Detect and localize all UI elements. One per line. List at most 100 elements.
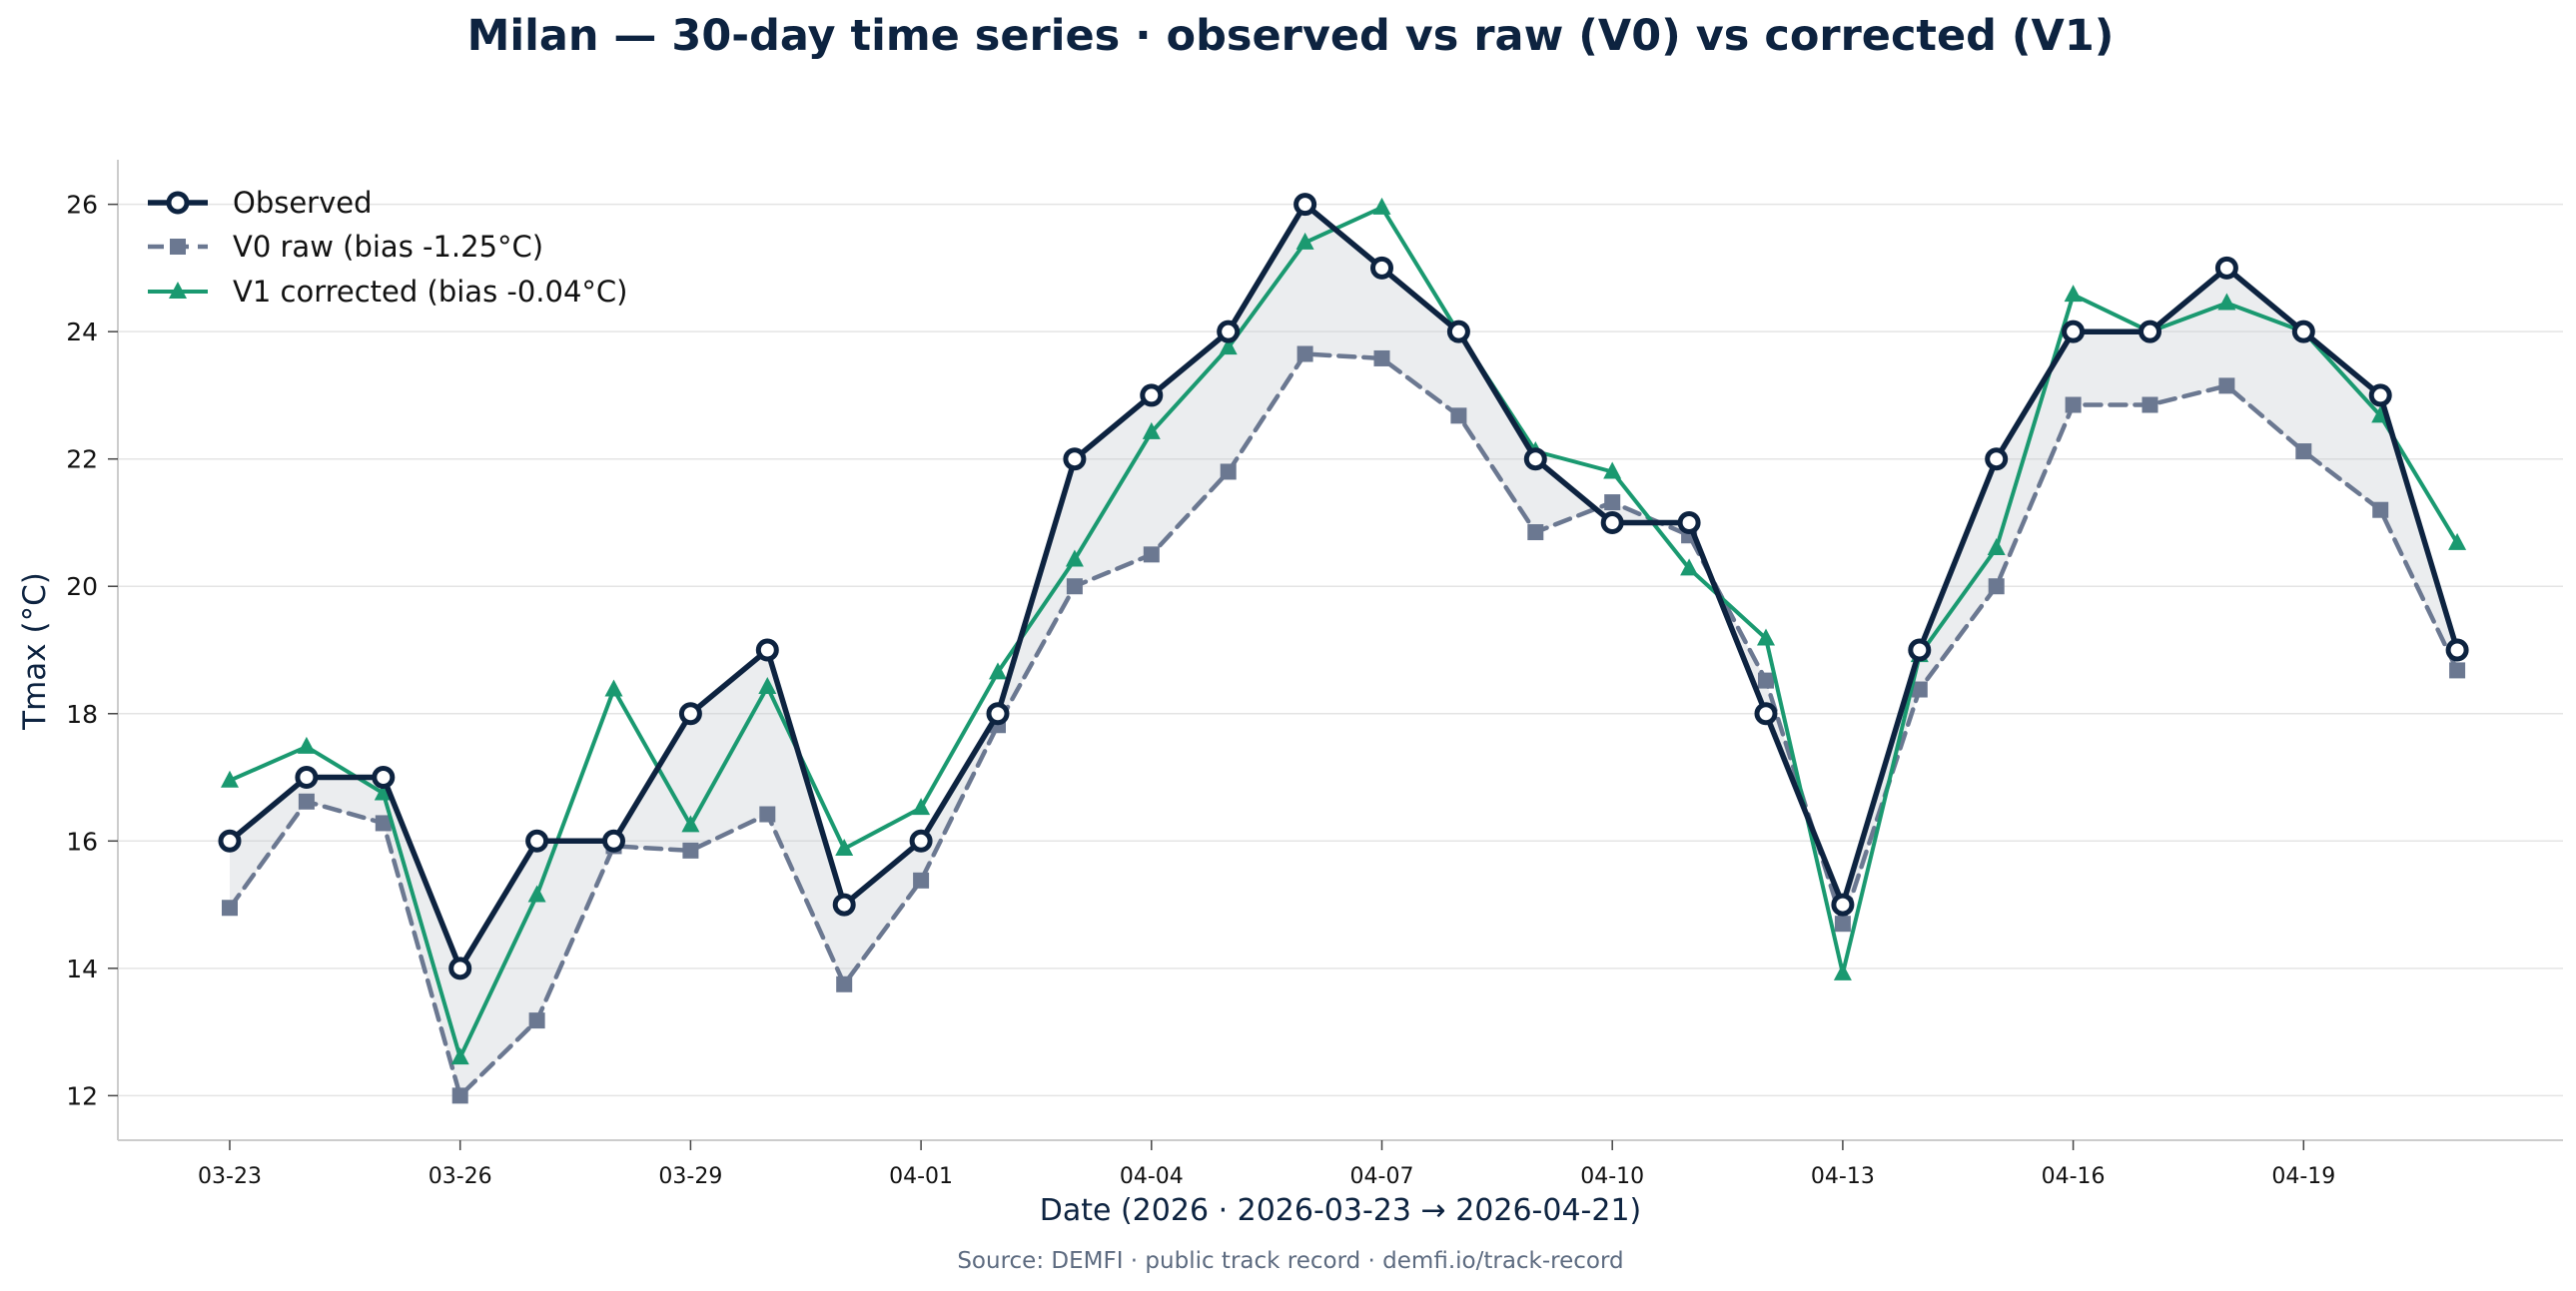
observed-point [2214,256,2238,280]
observed-point [2062,320,2086,343]
observed-point [448,957,472,980]
legend-swatch-marker [169,282,187,299]
y-tick-label: 12 [66,1081,98,1110]
x-tick-label: 04-13 [1811,1164,1875,1189]
observed-line [227,201,2460,971]
x-tick-label: 04-16 [2042,1164,2106,1189]
x-tick-label: 04-04 [1120,1164,1184,1189]
y-tick-label: 16 [66,827,98,856]
v0-raw-point [1143,546,1160,563]
v0-raw-point [375,815,392,832]
v1-corrected-point [1142,421,1161,439]
legend-item: V1 corrected (bias -0.04°C) [148,275,628,309]
legend: Observed V0 raw (bias -1.25°C) V1 correcte… [148,186,628,309]
v1-corrected-point [1219,337,1238,355]
x-tick-label: 04-19 [2271,1164,2335,1189]
observed-point [1370,256,1393,280]
observed-point [1754,702,1778,726]
v0-raw-point [1527,524,1544,541]
v0-raw-point [451,1087,468,1104]
v0-raw-point [913,872,930,889]
observed-point [295,766,319,790]
difference-band [230,204,2458,1096]
y-tick-label: 18 [66,700,98,729]
y-tick-label: 20 [66,572,98,601]
observed-point [1600,510,1624,534]
v0-raw-point [2218,377,2235,394]
v1-corrected-point [2217,293,2236,311]
legend-item: V0 raw (bias -1.25°C) [148,230,543,264]
v0-raw-point [836,975,853,992]
x-tick-label: 04-01 [889,1164,953,1189]
observed-point [2139,320,2161,343]
observed-point [755,638,779,662]
legend-label: V1 corrected (bias -0.04°C) [233,275,628,309]
v0-raw-point [2449,662,2466,679]
chart-title: Milan — 30-day time series · observed vs… [467,11,2115,61]
v0-raw-point [222,900,238,917]
x-tick-label: 04-07 [1350,1164,1414,1189]
v0-raw-point [1450,407,1467,424]
v1-corrected-line [228,205,2460,1060]
v1-corrected-point [681,815,700,833]
legend-label: Observed [233,186,373,220]
v1-corrected-point [1065,549,1084,567]
observed-point [2291,320,2315,343]
series-layer [218,193,2469,1104]
y-tick-label: 24 [66,318,98,346]
observed-point [2368,383,2392,407]
v1-corrected-point [1295,232,1314,250]
x-tick-label: 04-10 [1580,1164,1644,1189]
y-tick-label: 14 [66,955,98,983]
series-v0-raw [222,345,2466,1104]
v1-corrected-point [758,676,777,694]
v1-corrected-point [374,783,393,801]
v0-raw-point [2065,396,2082,413]
v1-corrected-point [450,1047,469,1065]
v0-raw-point [528,1012,545,1029]
observed-point [1063,447,1087,471]
v1-corrected-point [604,679,623,697]
observed-point [1831,893,1855,917]
v1-corrected-point [989,662,1007,680]
v0-raw-line [227,351,2460,1098]
v0-raw-point [1911,681,1928,698]
v1-corrected-point [297,736,316,754]
observed-raw-band [230,204,2458,1096]
observed-point [678,702,702,726]
v0-raw-point [682,842,699,859]
v0-raw-point [1758,672,1774,689]
legend-swatch-marker [170,239,186,255]
x-tick-label: 03-23 [198,1164,262,1189]
v1-corrected-point [835,838,854,856]
observed-point [218,829,242,853]
legend-label: V0 raw (bias -1.25°C) [233,230,543,264]
v1-corrected-point [912,798,931,816]
observed-point [1140,383,1164,407]
v0-raw-point [2295,443,2312,460]
observed-point [1217,320,1241,343]
v1-corrected-point [1757,628,1775,646]
series-v1-corrected [221,197,2467,1065]
observed-point [986,702,1010,726]
observed-point [602,829,625,853]
v1-corrected-point [1603,461,1622,479]
v1-corrected-point [527,885,546,903]
observed-point [525,829,549,853]
legend-item: Observed [148,186,373,220]
observed-point [909,829,933,853]
x-axis-ticks: 03-23 03-26 03-29 04-01 04-04 04-07 04-10 04-13… [198,1140,2335,1189]
x-tick-label: 03-29 [658,1164,722,1189]
y-tick-label: 26 [66,191,98,220]
y-tick-label: 22 [66,445,98,474]
v1-corrected-point [2064,285,2083,303]
v0-raw-point [1220,463,1237,480]
v0-raw-point [759,806,776,823]
observed-point [1446,320,1470,343]
v0-raw-point [1066,578,1083,595]
v0-raw-point [2372,501,2389,518]
v1-corrected-point [1680,558,1699,576]
observed-point [372,766,396,790]
x-axis-label: Date (2026 · 2026-03-23 → 2026-04-21) [1040,1193,1642,1228]
